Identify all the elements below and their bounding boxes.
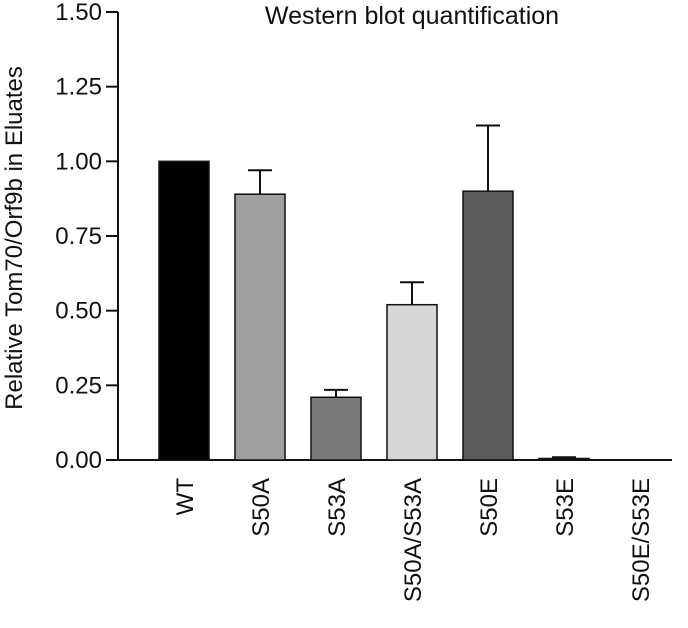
y-tick-label: 0.25 [55, 372, 102, 399]
x-tick-label: WT [172, 478, 199, 516]
chart-title: Western blot quantification [265, 2, 559, 30]
y-tick-label: 0.75 [55, 223, 102, 250]
y-tick-label: 1.00 [55, 148, 102, 175]
x-tick-label: S50A [248, 478, 275, 537]
y-ticks: 0.00 0.25 0.50 0.75 1.00 1.25 1.50 [55, 0, 118, 474]
x-tick-label: S53A [324, 478, 351, 537]
x-tick-label: S53E [552, 478, 579, 537]
error-bars [248, 124, 576, 459]
y-tick-label: 1.50 [55, 0, 102, 26]
x-tick-label: S50E/S53E [628, 478, 655, 602]
bar [386, 303, 438, 461]
bar [462, 190, 514, 461]
y-tick-label: 0.50 [55, 298, 102, 325]
bar [234, 193, 286, 461]
y-axis-label: Relative Tom70/Orf9b in Eluates [1, 66, 28, 410]
bar [310, 396, 362, 461]
y-tick-label: 0.00 [55, 447, 102, 474]
x-tick-labels: WT S50A S53A S50A/S53A S50E S53E S50E/S53E [172, 478, 655, 602]
bar [538, 457, 590, 461]
x-tick-label: S50E [476, 478, 503, 537]
y-tick-label: 1.25 [55, 74, 102, 101]
bar [158, 160, 210, 461]
bars [158, 160, 590, 461]
x-tick-label: S50A/S53A [400, 478, 427, 602]
